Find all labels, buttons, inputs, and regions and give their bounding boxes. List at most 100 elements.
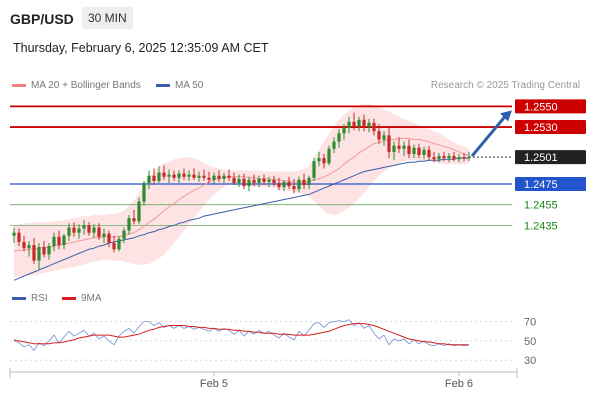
chart-header: GBP/USD 30 MIN xyxy=(0,0,590,36)
ma20-line xyxy=(13,137,470,252)
candle-body xyxy=(192,174,196,178)
level-label-box xyxy=(515,120,586,135)
x-tick-label: Feb 5 xyxy=(200,378,228,390)
candle-body xyxy=(397,145,401,149)
rsi-tick-label: 30 xyxy=(524,355,536,367)
rsi-label: RSI xyxy=(31,293,48,304)
legend-ma20: MA 20 + Bollinger Bands xyxy=(12,80,141,91)
chart-datetime: Thursday, February 6, 2025 12:35:09 AM C… xyxy=(13,41,269,55)
candle-body xyxy=(382,135,386,140)
level-label-box xyxy=(515,150,586,165)
candle-body xyxy=(302,179,306,186)
candle-body xyxy=(122,230,126,239)
candle-body xyxy=(82,225,86,229)
level-label: 1.2475 xyxy=(524,179,558,191)
candle-body xyxy=(97,227,101,237)
candle-body xyxy=(47,246,51,255)
ma20-label: MA 20 + Bollinger Bands xyxy=(31,80,141,91)
candle-body xyxy=(202,175,206,178)
candle-body xyxy=(332,141,336,149)
candle-body xyxy=(17,232,21,242)
candle-body xyxy=(322,158,326,164)
candle-body xyxy=(437,156,441,160)
candle-body xyxy=(12,232,16,236)
level-label: 1.2501 xyxy=(524,152,558,164)
candle-body xyxy=(172,174,176,178)
candle-body xyxy=(187,174,191,177)
candle-body xyxy=(57,236,61,246)
candle-body xyxy=(292,186,296,190)
candle-body xyxy=(142,182,146,202)
rsi-line xyxy=(13,319,470,352)
candle-body xyxy=(42,247,46,255)
candle-body xyxy=(157,172,161,181)
candle-body xyxy=(52,236,56,247)
9ma-label: 9MA xyxy=(81,293,102,304)
candle-body xyxy=(177,173,181,178)
candle-body xyxy=(272,179,276,183)
candle-body xyxy=(217,175,221,179)
candle-body xyxy=(282,181,286,188)
candle-body xyxy=(127,218,131,231)
candle-body xyxy=(352,121,356,127)
candle-body xyxy=(327,148,331,164)
candle-body xyxy=(307,177,311,186)
projection-arrow-head xyxy=(500,110,512,122)
candle-body xyxy=(262,178,266,182)
candle-body xyxy=(27,245,31,249)
candle-body xyxy=(402,145,406,149)
symbol-label: GBP/USD xyxy=(10,11,74,27)
level-label: 1.2435 xyxy=(524,220,558,232)
bollinger-band-fill xyxy=(14,104,469,278)
candle-body xyxy=(132,218,136,222)
candle-body xyxy=(347,121,351,129)
candle-body xyxy=(232,177,236,183)
legend-rsi: RSI xyxy=(12,293,48,304)
legend-ma50: MA 50 xyxy=(156,80,203,91)
candle-body xyxy=(427,149,431,158)
9ma-swatch xyxy=(62,296,76,300)
candle-body xyxy=(227,175,231,178)
candle-body xyxy=(162,172,166,177)
candle-body xyxy=(117,238,121,250)
credit-text: Research © 2025 Trading Central xyxy=(430,80,580,91)
candle-body xyxy=(442,156,446,159)
candle-body xyxy=(367,122,371,128)
candle-body xyxy=(112,243,116,250)
projection-arrow-line xyxy=(470,114,508,158)
candle-body xyxy=(237,178,241,183)
candle-body xyxy=(242,178,246,187)
candle-body xyxy=(87,225,91,233)
timeframe-badge[interactable]: 30 MIN xyxy=(82,7,133,29)
legend-9ma: 9MA xyxy=(62,293,102,304)
candle-body xyxy=(252,179,256,183)
candle-body xyxy=(317,158,321,162)
candle-body xyxy=(222,175,226,179)
candle-body xyxy=(37,247,41,261)
candle-body xyxy=(372,122,376,132)
candle-body xyxy=(102,233,106,237)
candle-body xyxy=(357,119,361,127)
level-label: 1.2455 xyxy=(524,200,558,212)
candle-body xyxy=(387,135,391,152)
candle-body xyxy=(297,179,301,190)
candle-body xyxy=(137,201,141,222)
candle-body xyxy=(207,177,211,180)
candle-body xyxy=(147,175,151,183)
candle-body xyxy=(337,133,341,142)
candle-body xyxy=(407,145,411,154)
ma20-swatch xyxy=(12,83,26,87)
candle-body xyxy=(197,175,201,178)
rsi-tick-label: 70 xyxy=(524,317,536,329)
level-label-box xyxy=(515,177,586,191)
candle-body xyxy=(107,233,111,244)
rsi-swatch xyxy=(12,296,26,300)
candle-body xyxy=(267,179,271,182)
candle-body xyxy=(432,157,436,160)
candle-body xyxy=(67,227,71,236)
candle-body xyxy=(457,157,461,160)
candle-body xyxy=(77,228,81,233)
candle-body xyxy=(377,131,381,140)
candle-body xyxy=(167,174,171,177)
